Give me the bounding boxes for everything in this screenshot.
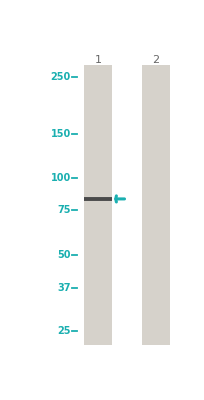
Text: 250: 250 <box>50 72 71 82</box>
FancyBboxPatch shape <box>84 65 111 345</box>
Text: 100: 100 <box>50 173 71 183</box>
FancyBboxPatch shape <box>141 65 169 345</box>
Text: 37: 37 <box>57 283 71 293</box>
Text: 50: 50 <box>57 250 71 260</box>
Text: 1: 1 <box>94 55 101 65</box>
Text: 25: 25 <box>57 326 71 336</box>
Text: 150: 150 <box>50 129 71 139</box>
Text: 2: 2 <box>152 55 159 65</box>
Text: 75: 75 <box>57 205 71 215</box>
